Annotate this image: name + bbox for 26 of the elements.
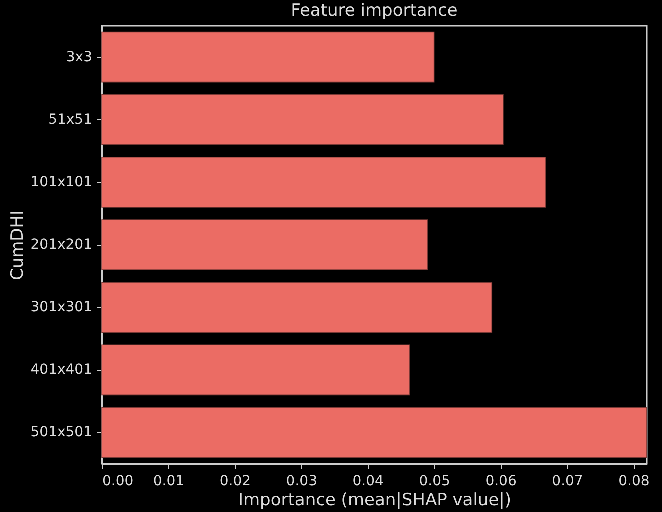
x-tick-label: 0.07: [552, 474, 584, 490]
y-tick-label: 201x201: [30, 237, 92, 253]
x-tick-label: 0.04: [352, 474, 384, 490]
bar: [102, 282, 493, 333]
x-tick-label: 0.08: [618, 474, 650, 490]
bar: [102, 32, 435, 83]
chart-title: Feature importance: [291, 1, 458, 21]
x-tick-label: 0.03: [286, 474, 318, 490]
y-tick-label: 301x301: [30, 300, 92, 316]
y-tick-label: 501x501: [30, 424, 92, 441]
x-tick-label: 0.05: [419, 474, 450, 490]
bar: [102, 407, 648, 458]
x-tick-label: 0.01: [153, 474, 185, 490]
y-tick-label: 3x3: [66, 49, 92, 66]
bar: [102, 157, 546, 208]
y-axis-title: CumDHI: [8, 210, 28, 281]
y-tick-label: 101x101: [30, 174, 92, 190]
x-tick-label: 0.02: [220, 474, 252, 490]
x-tick-label: 0.06: [486, 474, 517, 490]
x-axis-title: Importance (mean|SHAP value|): [238, 490, 512, 510]
x-tick-label: 0.00: [102, 474, 134, 490]
bar: [102, 220, 428, 270]
y-tick-label: 51x51: [48, 112, 92, 128]
y-tick-label: 401x401: [30, 362, 92, 378]
bar: [102, 94, 504, 146]
bar: [102, 344, 410, 396]
